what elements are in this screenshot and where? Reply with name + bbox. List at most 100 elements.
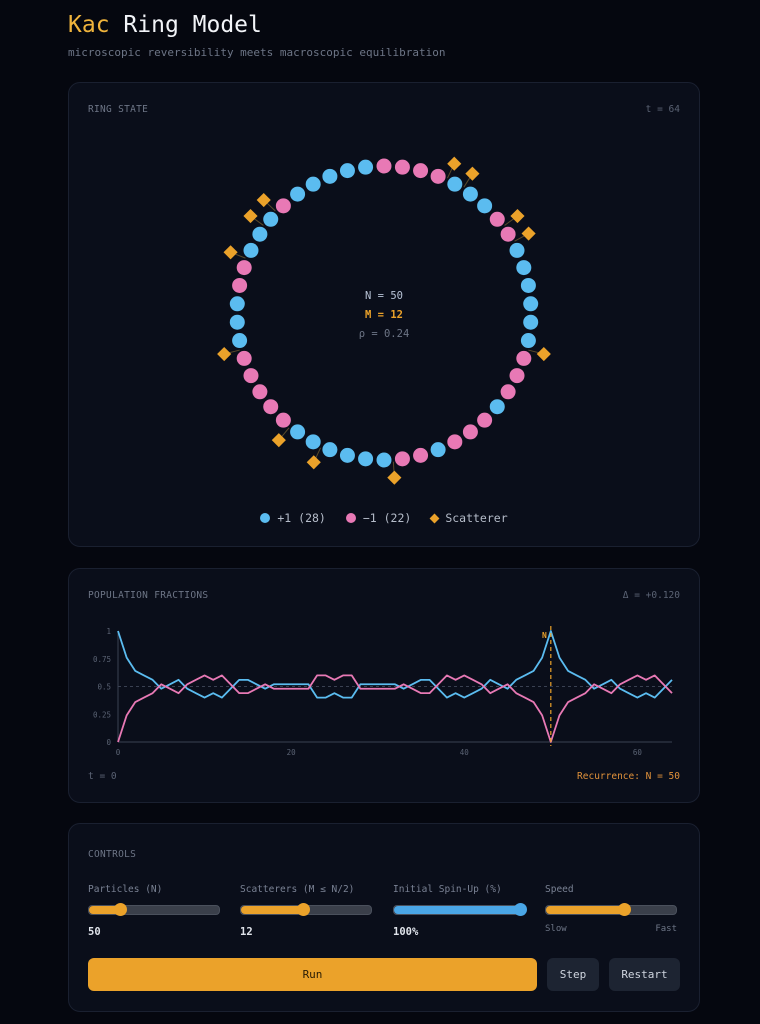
particle-up	[252, 226, 268, 242]
run-button[interactable]: Run	[88, 958, 537, 991]
speed-slow-label: Slow	[545, 924, 567, 934]
scatterer	[447, 156, 462, 171]
particle-up	[376, 452, 392, 468]
particle-down	[489, 211, 505, 227]
diamond-icon	[429, 513, 440, 523]
slider-fill	[546, 906, 624, 914]
particle-down	[376, 158, 392, 174]
up-dot-icon	[260, 513, 271, 523]
particle-up	[229, 314, 245, 330]
x-tick-label: 60	[633, 748, 643, 757]
legend-down: −1 (22)	[345, 511, 412, 525]
particle-up	[430, 442, 446, 458]
scatterer	[243, 208, 258, 224]
scatterer	[271, 433, 286, 448]
particle-up	[520, 277, 536, 293]
legend-down-label: −1 (22)	[362, 511, 412, 525]
particle-up	[322, 168, 338, 184]
slider-fill	[241, 906, 304, 914]
speed-control: Speed Slow Fast	[545, 884, 677, 934]
legend-scatterer: Scatterer	[429, 511, 508, 525]
particle-up	[447, 176, 463, 192]
scatterer	[306, 455, 321, 470]
particle-down	[232, 277, 248, 293]
particle-up	[477, 198, 493, 214]
speed-fast-label: Fast	[655, 924, 677, 934]
particle-up	[305, 434, 321, 450]
population-label: POPULATION FRACTIONS	[88, 590, 209, 601]
y-tick-label: 0	[106, 738, 111, 747]
title-rest: Ring Model	[123, 12, 262, 38]
series-up-line	[117, 630, 673, 699]
particle-up	[243, 242, 259, 258]
particle-down	[236, 350, 252, 366]
particle-down	[252, 384, 268, 400]
particle-down	[236, 260, 252, 276]
x-tick-label: 40	[460, 748, 470, 757]
particle-down	[447, 434, 463, 450]
particle-down	[413, 447, 429, 463]
t-start-label: t = 0	[88, 771, 117, 782]
y-tick-label: 0.25	[93, 710, 111, 719]
y-tick-label: 0.75	[93, 655, 111, 664]
time-readout: t = 64	[645, 104, 680, 115]
step-button[interactable]: Step	[547, 958, 599, 991]
particles-value: 50	[88, 926, 101, 938]
spin-up-control: Initial Spin-Up (%) 100%	[393, 884, 528, 938]
particle-up	[229, 296, 245, 312]
scatterers-control: Scatterers (M ≤ N/2) 12	[240, 884, 372, 938]
scatterers-value: 12	[240, 926, 253, 938]
slider-thumb[interactable]	[618, 903, 631, 916]
particle-down	[413, 163, 429, 179]
title-accent: Kac	[68, 12, 110, 38]
recurrence-label: Recurrence: N = 50	[577, 771, 680, 782]
particle-up	[305, 176, 321, 192]
center-n: N = 50	[365, 290, 403, 302]
particle-up	[520, 333, 536, 349]
spin-up-value: 100%	[393, 926, 419, 938]
ring-state-label: RING STATE	[88, 104, 149, 115]
particle-up	[523, 314, 539, 330]
particle-up	[509, 242, 525, 258]
particle-up	[339, 447, 355, 463]
spin-up-slider[interactable]	[393, 903, 528, 916]
particle-down	[243, 368, 259, 384]
spin-up-label: Initial Spin-Up (%)	[393, 884, 502, 895]
center-m: M = 12	[365, 309, 403, 321]
particle-down	[263, 399, 279, 415]
slider-thumb[interactable]	[514, 903, 528, 916]
ring-canvas: N = 50 M = 12 ρ = 0.24	[217, 156, 551, 485]
scatterer	[223, 245, 238, 260]
controls-card: CONTROLS Particles (N) 50 Scatterers (M …	[68, 823, 700, 1012]
particle-up	[462, 186, 478, 202]
particle-up	[263, 211, 279, 227]
particle-up	[322, 442, 338, 458]
particle-up	[489, 399, 505, 415]
slider-thumb[interactable]	[297, 903, 311, 916]
y-tick-label: 0.5	[97, 683, 111, 692]
particle-down	[516, 350, 532, 366]
speed-slider[interactable]	[545, 903, 677, 916]
particle-up	[339, 163, 355, 179]
population-card: POPULATION FRACTIONS Δ = +0.120 0 20 40 60 0…	[68, 568, 700, 803]
particles-label: Particles (N)	[88, 884, 163, 895]
particle-down	[275, 412, 291, 428]
particles-control: Particles (N) 50	[88, 884, 220, 938]
scatterers-slider[interactable]	[240, 903, 372, 916]
x-tick-label: 20	[287, 748, 297, 757]
slider-thumb[interactable]	[114, 903, 128, 916]
scatterer	[510, 208, 525, 224]
scatterer	[217, 346, 232, 362]
page-subtitle: microscopic reversibility meets macrosco…	[68, 46, 446, 59]
scatterer	[521, 226, 536, 241]
particle-down	[477, 412, 493, 428]
restart-button[interactable]: Restart	[609, 958, 680, 991]
particle-up	[290, 186, 306, 202]
legend-up: +1 (28)	[260, 511, 326, 525]
particle-up	[516, 260, 532, 276]
particle-up	[290, 424, 306, 440]
scatterer	[465, 166, 480, 181]
population-chart: 0 20 40 60 0 0.25 0.5 0.75 1 N	[93, 626, 673, 757]
particles-slider[interactable]	[88, 903, 220, 916]
controls-label: CONTROLS	[88, 849, 137, 860]
